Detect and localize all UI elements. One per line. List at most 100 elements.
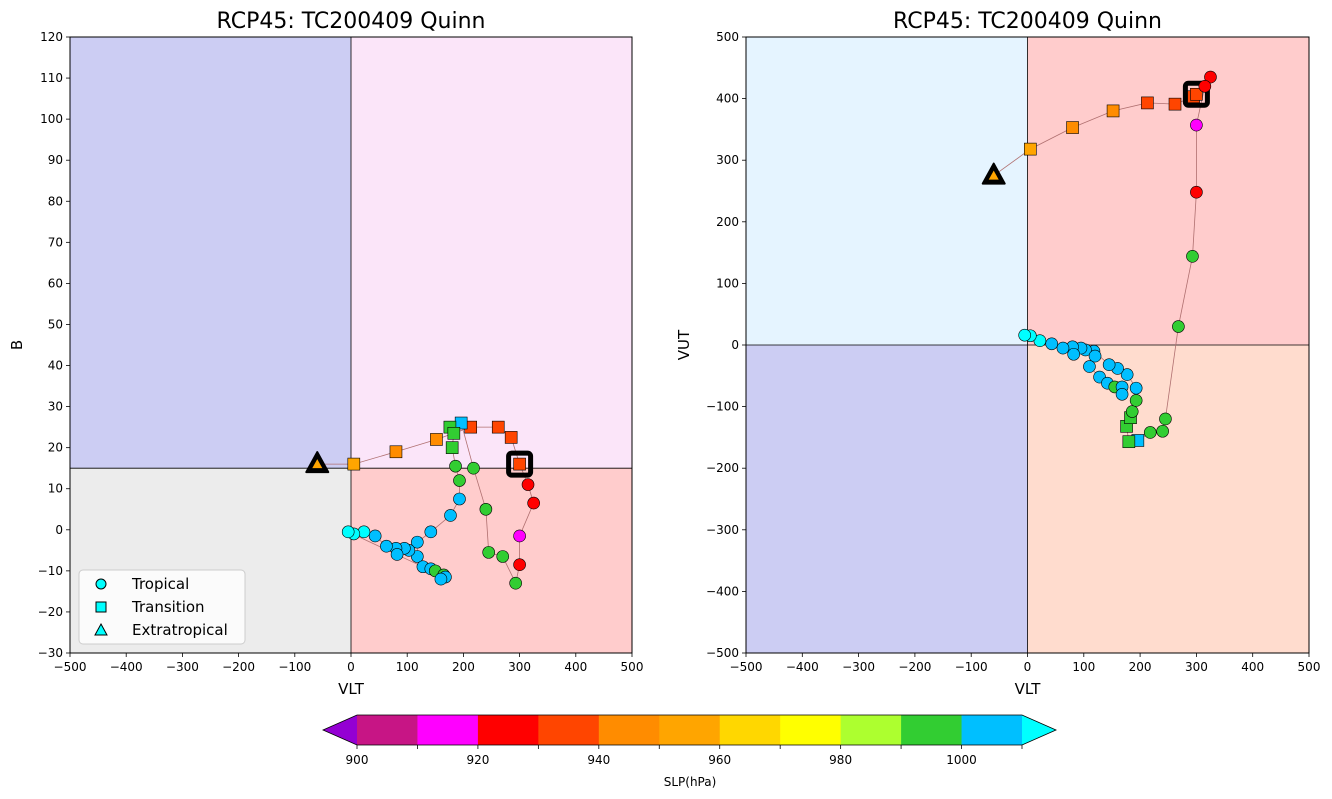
y-tick-label: −400 — [706, 584, 739, 598]
quadrant-upper-left — [746, 37, 1028, 345]
left-chart-title: RCP45: TC200409 Quinn — [217, 9, 486, 34]
y-tick-label: −10 — [38, 564, 63, 578]
colorbar-segment — [780, 715, 842, 745]
track-point — [527, 496, 540, 510]
legend-label-transition: Transition — [131, 598, 205, 616]
colorbar-ticks: 900 920 940 960 980 1000 — [346, 745, 1023, 767]
track-point — [1083, 360, 1096, 373]
x-tick-label: 200 — [1129, 660, 1152, 674]
track-point — [380, 539, 393, 553]
colorbar-segment — [719, 715, 781, 745]
track-point — [447, 426, 461, 440]
colorbar-segments — [322, 714, 1057, 746]
x-tick-label: 200 — [452, 660, 475, 674]
y-tick-label: −500 — [706, 646, 739, 660]
track-point — [504, 431, 518, 444]
quadrant-upper-left — [70, 37, 351, 469]
colorbar-segment — [659, 715, 721, 745]
x-tick-label: −300 — [842, 660, 875, 674]
track-point — [1190, 185, 1203, 199]
y-tick-label: 90 — [48, 153, 63, 167]
end-point-highlight — [506, 450, 534, 478]
y-tick-label: 200 — [716, 215, 739, 229]
track-point — [1115, 387, 1129, 401]
x-tick-label: −500 — [730, 660, 763, 674]
track-point — [1190, 118, 1203, 132]
colorbar-segment — [477, 715, 539, 745]
track-point — [1186, 249, 1199, 263]
x-tick-label: −300 — [166, 660, 199, 674]
x-tick-label: −200 — [898, 660, 931, 674]
left-x-ticks: −500 −400 −300 −200 −100 0 100 200 300 400 500 — [54, 653, 643, 674]
y-tick-label: −100 — [706, 400, 739, 414]
track-point — [513, 457, 526, 471]
track-point — [1120, 368, 1134, 381]
start-point — [988, 170, 999, 180]
track-point — [1168, 97, 1182, 111]
track-point — [482, 546, 495, 559]
y-tick-label: −30 — [38, 646, 63, 660]
left-quadrants — [70, 37, 632, 653]
y-tick-label: 120 — [40, 30, 63, 44]
track-point — [1129, 381, 1143, 395]
y-tick-label: 70 — [48, 235, 63, 249]
right-points — [981, 70, 1217, 449]
track-point — [1024, 142, 1037, 156]
x-tick-label: −400 — [110, 660, 143, 674]
track-point — [368, 529, 382, 543]
left-x-axis-label: VLT — [338, 680, 365, 698]
track-point — [445, 441, 459, 454]
legend-label-tropical: Tropical — [131, 575, 189, 593]
colorbar-segment — [598, 715, 660, 745]
x-tick-label: −200 — [222, 660, 255, 674]
track-point — [434, 572, 448, 586]
x-tick-label: 500 — [1298, 660, 1321, 674]
quadrant-lower-right — [351, 468, 632, 653]
track-point — [491, 420, 505, 434]
legend-circle-icon — [95, 578, 107, 590]
y-tick-label: 400 — [716, 92, 739, 106]
y-tick-label: 10 — [48, 482, 63, 496]
x-tick-label: −400 — [786, 660, 819, 674]
track-point — [1143, 426, 1157, 439]
x-tick-label: 300 — [1185, 660, 1208, 674]
track-point — [1141, 96, 1154, 110]
y-tick-label: 300 — [716, 153, 739, 167]
colorbar-tick-label: 900 — [346, 753, 369, 767]
colorbar-extend-high — [1022, 715, 1056, 745]
x-tick-label: 300 — [508, 660, 531, 674]
colorbar-tick-label: 940 — [587, 753, 610, 767]
x-tick-label: −100 — [278, 660, 311, 674]
track-point — [424, 525, 438, 539]
x-tick-label: 400 — [1241, 660, 1264, 674]
colorbar-tick-label: 960 — [708, 753, 731, 767]
colorbar-segment — [901, 715, 963, 745]
colorbar-tick-label: 1000 — [946, 753, 977, 767]
track-point — [1122, 435, 1136, 449]
quadrant-lower-right — [1027, 345, 1309, 653]
track-point — [453, 492, 466, 506]
track-point — [513, 529, 526, 543]
track-point — [1198, 79, 1212, 93]
end-point-highlight — [1182, 80, 1210, 108]
track-point — [390, 548, 404, 561]
track-point — [1129, 394, 1143, 407]
y-tick-label: 30 — [48, 400, 63, 414]
y-tick-label: 0 — [55, 523, 63, 537]
right-quadrants — [746, 37, 1309, 653]
legend-triangle-icon — [94, 622, 108, 636]
track-point — [1066, 121, 1079, 134]
track-point — [509, 576, 522, 590]
legend-label-extratropical: Extratropical — [132, 621, 228, 639]
x-tick-label: 0 — [1024, 660, 1032, 674]
colorbar-tick-label: 920 — [466, 753, 489, 767]
track-point — [1156, 424, 1169, 438]
y-tick-label: 100 — [716, 276, 739, 290]
y-tick-label: 80 — [48, 194, 63, 208]
right-chart-title: RCP45: TC200409 Quinn — [893, 9, 1162, 34]
colorbar: 900 920 940 960 980 1000 SLP(hPa) — [322, 714, 1057, 789]
y-tick-label: 110 — [40, 71, 63, 85]
y-tick-label: 20 — [48, 441, 63, 455]
colorbar-segment — [961, 715, 1023, 745]
right-dividers — [746, 37, 1309, 653]
